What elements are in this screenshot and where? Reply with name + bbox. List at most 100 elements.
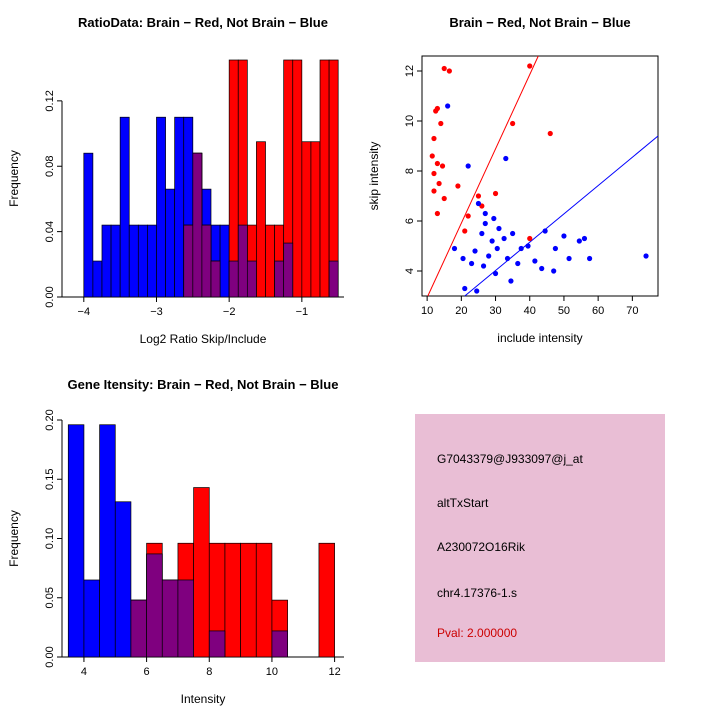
y-tick-label: 0.00 (44, 646, 56, 667)
y-tick-label: 0.00 (44, 286, 56, 307)
y-axis-title: skip intensity (367, 142, 381, 211)
scatter-point-blue (510, 230, 516, 237)
pval-label: Pval: 2.000000 (437, 626, 518, 640)
hist-bar-overlap (210, 260, 221, 298)
gene-histogram-title: Gene Itensity: Brain − Red, Not Brain − … (67, 377, 339, 392)
hist-bar-blue (92, 260, 103, 298)
hist-bar-red (255, 542, 273, 658)
hist-bar-blue (137, 224, 148, 298)
y-tick-label: 0.08 (44, 156, 56, 177)
scatter-point-blue (482, 210, 488, 217)
y-tick-label: 0.12 (44, 90, 56, 111)
scatter-point-red (431, 188, 437, 194)
x-tick-label: −2 (223, 306, 236, 318)
y-axis-title: Frequency (7, 510, 21, 567)
scatter-point-blue (518, 245, 524, 252)
probe-id-label: G7043379@J933097@j_at (437, 452, 583, 466)
scatter-point-blue (525, 243, 531, 249)
scatter-point-blue (480, 263, 487, 269)
scatter-point-blue (482, 220, 488, 227)
hist-bar-overlap (177, 579, 194, 658)
y-tick-label: 12 (404, 65, 416, 77)
x-tick-label: 70 (626, 305, 638, 317)
scatter-point-red (434, 160, 440, 167)
hist-bar-overlap (130, 599, 147, 658)
hist-bar-red (265, 224, 275, 298)
y-tick-label: 10 (404, 115, 416, 127)
hist-bar-overlap (192, 152, 203, 298)
plot-box (421, 55, 659, 297)
scatter-point-blue (475, 200, 482, 207)
hist-bar-blue (67, 424, 85, 658)
scatter-title: Brain − Red, Not Brain − Blue (449, 15, 631, 30)
hist-bar-blue (99, 424, 116, 658)
intensity-scatter-chart: 10 20 30 40 50 60 70 4 6 8 10 12 include intensity sk… (367, 55, 659, 345)
hist-bar-blue (83, 152, 94, 298)
scatter-point-blue (494, 245, 500, 252)
y-tick-label: 0.10 (44, 528, 56, 549)
scatter-point-red (527, 63, 533, 69)
scatter-point-blue (479, 230, 485, 237)
hist-bar-blue (147, 224, 157, 298)
scatter-point-blue (504, 255, 511, 262)
x-axis-title: include intensity (497, 331, 582, 345)
hist-bar-overlap (274, 260, 285, 298)
hist-bar-red (301, 141, 312, 298)
hist-bar-red (256, 141, 266, 298)
hist-bar-overlap (146, 553, 163, 658)
x-tick-label: 40 (524, 305, 536, 317)
x-tick-label: −4 (78, 306, 91, 318)
scatter-point-red (527, 235, 533, 242)
scatter-point-blue (460, 255, 466, 262)
x-axis-title: Intensity (181, 692, 226, 706)
scatter-point-blue (542, 228, 548, 234)
x-axis-title: Log2 Ratio Skip/Include (140, 332, 267, 346)
gene-symbol-label: A230072O16Rik (437, 540, 526, 554)
y-axis-title: Frequency (7, 150, 21, 207)
scatter-point-blue (474, 288, 480, 294)
scatter-point-blue (445, 103, 451, 109)
scatter-point-blue (501, 235, 507, 242)
hist-bar-overlap (228, 260, 239, 298)
fit-line-blue (464, 135, 659, 297)
hist-bar-red (193, 487, 210, 658)
hist-bar-red (318, 542, 335, 658)
x-tick-label: −3 (150, 306, 163, 318)
y-tick-label: 0.04 (44, 221, 56, 242)
y-tick-label: 0.05 (44, 587, 56, 608)
y-tick-label: 8 (404, 168, 416, 174)
hist-bar-blue (114, 501, 132, 658)
scatter-point-blue (465, 163, 471, 169)
hist-bar-blue (119, 116, 130, 298)
x-tick-label: 6 (144, 666, 150, 678)
x-tick-label: 4 (81, 666, 87, 678)
scatter-point-blue (489, 238, 495, 244)
scatter-point-red (510, 120, 516, 127)
x-tick-label: 8 (206, 666, 212, 678)
scatter-point-red (429, 153, 435, 159)
scatter-point-red (475, 193, 482, 199)
x-tick-label: 12 (328, 666, 340, 678)
x-tick-label: 60 (592, 305, 604, 317)
hist-bar-overlap (328, 260, 339, 298)
hist-bar-overlap (161, 579, 179, 658)
hist-bar-blue (128, 224, 139, 298)
scatter-point-blue (566, 255, 572, 262)
scatter-point-blue (581, 235, 588, 242)
scatter-point-blue (532, 258, 538, 264)
scatter-point-red (433, 108, 439, 114)
scatter-point-red (431, 170, 437, 177)
scatter-point-red (462, 228, 468, 234)
scatter-point-red (431, 135, 437, 142)
hist-bar-overlap (201, 224, 212, 298)
x-tick-label: 20 (455, 305, 467, 317)
scatter-point-blue (552, 245, 558, 252)
scatter-point-blue (472, 248, 478, 254)
scatter-point-blue (492, 270, 499, 277)
scatter-point-blue (468, 260, 475, 267)
scatter-point-red (436, 180, 442, 187)
hist-bar-red (224, 542, 241, 658)
scatter-point-red (446, 68, 452, 74)
ratio-histogram-chart: −4 −3 −2 −1 0.00 0.04 0.08 0.12 Log2 Ratio Skip/… (7, 59, 344, 346)
